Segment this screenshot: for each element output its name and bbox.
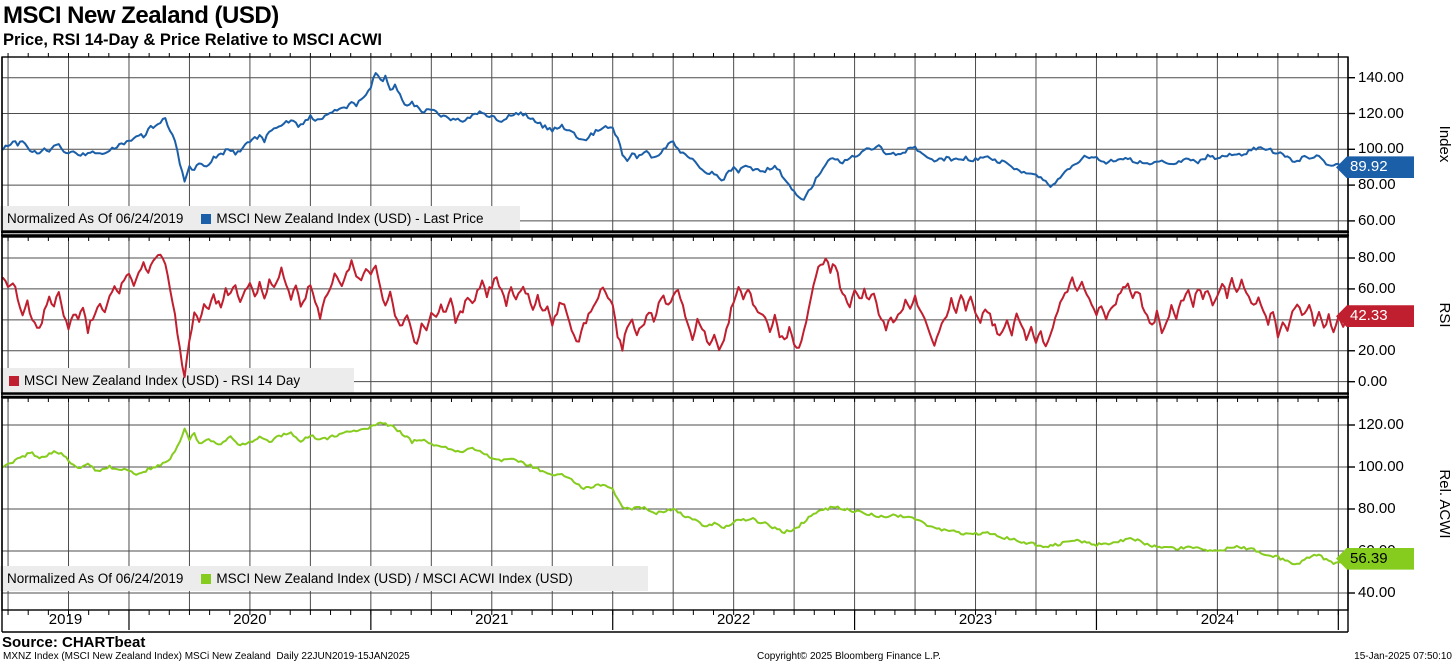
page-subtitle: Price, RSI 14-Day & Price Relative to MS… bbox=[3, 31, 383, 49]
last-price-badge: 89.92 bbox=[1336, 156, 1414, 179]
footer-copyright: Copyright© 2025 Bloomberg Finance L.P. bbox=[757, 651, 941, 662]
footer-ticker-info: MXNZ Index (MSCI New Zealand Index) MSCi… bbox=[3, 651, 410, 662]
rsi-series-label: MSCI New Zealand Index (USD) - RSI 14 Da… bbox=[24, 373, 301, 388]
relative-series-line bbox=[2, 421, 1349, 566]
rsi-series-swatch bbox=[9, 375, 19, 386]
normalized-label: Normalized As Of 06/24/2019 bbox=[7, 571, 184, 586]
relative-series-swatch bbox=[201, 573, 212, 584]
legend-price: Normalized As Of 06/24/2019 MSCI New Zea… bbox=[0, 206, 520, 231]
last-rsi-badge: 42.33 bbox=[1336, 305, 1414, 328]
panel-border bbox=[1, 397, 1349, 611]
axis-title-rel-acwi: Rel. ACWI bbox=[1436, 469, 1453, 539]
axis-title-rsi: RSI bbox=[1436, 302, 1453, 328]
price-series-line bbox=[2, 72, 1349, 201]
price-series-label: MSCI New Zealand Index (USD) - Last Pric… bbox=[216, 211, 484, 226]
rsi-series-line bbox=[2, 253, 1349, 378]
footer-timestamp: 15-Jan-2025 07:50:10 bbox=[1354, 651, 1452, 662]
legend-rsi: MSCI New Zealand Index (USD) - RSI 14 Da… bbox=[0, 368, 354, 393]
relative-series-label: MSCI New Zealand Index (USD) / MSCI ACWI… bbox=[216, 571, 573, 586]
price-series-swatch bbox=[201, 213, 212, 224]
panel-separator-gap bbox=[1, 394, 1349, 396]
page-title: MSCI New Zealand (USD) bbox=[3, 2, 279, 29]
last-relative-badge: 56.39 bbox=[1336, 547, 1414, 570]
source-line: Source: CHARTbeat bbox=[2, 634, 146, 651]
normalized-label: Normalized As Of 06/24/2019 bbox=[7, 211, 184, 226]
axis-title-index: Index bbox=[1436, 125, 1453, 163]
panel-separator-gap bbox=[1, 233, 1349, 235]
legend-relative: Normalized As Of 06/24/2019 MSCI New Zea… bbox=[0, 566, 648, 591]
